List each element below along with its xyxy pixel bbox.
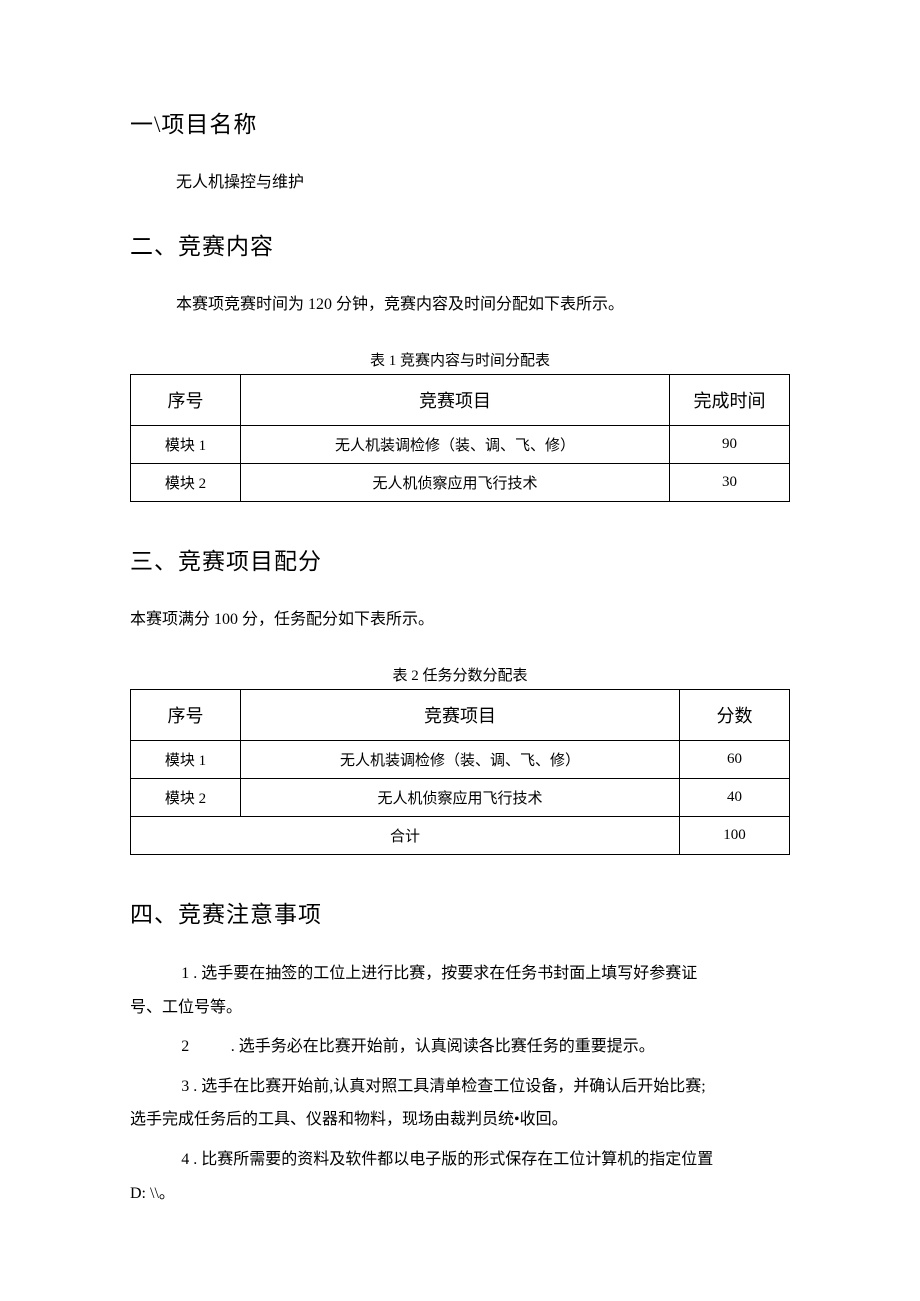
note-4-line-1: 4 . 比赛所需要的资料及软件都以电子版的形式保存在工位计算机的指定位置 [130, 1143, 790, 1177]
note-3-line-1: 3 . 选手在比赛开始前,认真对照工具清单检查工位设备，并确认后开始比赛; [130, 1070, 790, 1104]
note-2-number: 2 [181, 1038, 189, 1055]
table-2-header-row: 序号 竞赛项目 分数 [131, 690, 790, 741]
section-2-body: 本赛项竞赛时间为 120 分钟，竞赛内容及时间分配如下表所示。 [144, 289, 790, 321]
note-2: 2 . 选手务必在比赛开始前，认真阅读各比赛任务的重要提示。 [130, 1030, 790, 1064]
table-1-cell: 模块 1 [131, 426, 241, 464]
table-1-cell: 90 [670, 426, 790, 464]
note-2-body: . 选手务必在比赛开始前，认真阅读各比赛任务的重要提示。 [231, 1038, 655, 1055]
table-2-cell: 60 [680, 741, 790, 779]
table-2-caption: 表 2 任务分数分配表 [130, 664, 790, 685]
table-2-total-label: 合计 [131, 817, 680, 855]
table-1-caption: 表 1 竞赛内容与时间分配表 [130, 349, 790, 370]
note-3-line-2: 选手完成任务后的工具、仪器和物料，现场由裁判员统•收回。 [130, 1103, 790, 1137]
table-2-cell: 模块 2 [131, 779, 241, 817]
notes-block: 1 . 选手要在抽签的工位上进行比赛，按要求在任务书封面上填写好参赛证 号、工位… [130, 957, 790, 1210]
table-1-row: 模块 1 无人机装调检修（装、调、飞、修） 90 [131, 426, 790, 464]
table-2-cell: 40 [680, 779, 790, 817]
table-1-header-row: 序号 竞赛项目 完成时间 [131, 375, 790, 426]
table-2-cell: 无人机侦察应用飞行技术 [241, 779, 680, 817]
note-1-line-2: 号、工位号等。 [130, 991, 790, 1025]
section-3-body: 本赛项满分 100 分，任务配分如下表所示。 [130, 604, 790, 636]
table-2-row: 模块 1 无人机装调检修（装、调、飞、修） 60 [131, 741, 790, 779]
table-1-header-c2: 竞赛项目 [241, 375, 670, 426]
table-1-row: 模块 2 无人机侦察应用飞行技术 30 [131, 464, 790, 502]
section-2-heading: 二、竞赛内容 [130, 227, 790, 261]
table-1-header-c1: 序号 [131, 375, 241, 426]
section-4-heading: 四、竞赛注意事项 [130, 895, 790, 929]
table-2-total-row: 合计 100 [131, 817, 790, 855]
table-1-cell: 无人机装调检修（装、调、飞、修） [241, 426, 670, 464]
table-2-header-c1: 序号 [131, 690, 241, 741]
table-2-header-c3: 分数 [680, 690, 790, 741]
table-1-cell: 模块 2 [131, 464, 241, 502]
section-3-heading: 三、竞赛项目配分 [130, 542, 790, 576]
table-1: 序号 竞赛项目 完成时间 模块 1 无人机装调检修（装、调、飞、修） 90 模块… [130, 374, 790, 502]
table-2: 序号 竞赛项目 分数 模块 1 无人机装调检修（装、调、飞、修） 60 模块 2… [130, 689, 790, 855]
note-4-line-2: D: \\。 [130, 1177, 790, 1211]
section-1-heading: 一\项目名称 [130, 105, 790, 139]
section-1-body: 无人机操控与维护 [144, 167, 790, 199]
table-2-cell: 模块 1 [131, 741, 241, 779]
note-1-line-1: 1 . 选手要在抽签的工位上进行比赛，按要求在任务书封面上填写好参赛证 [130, 957, 790, 991]
table-2-total-value: 100 [680, 817, 790, 855]
table-1-cell: 30 [670, 464, 790, 502]
table-2-row: 模块 2 无人机侦察应用飞行技术 40 [131, 779, 790, 817]
table-1-cell: 无人机侦察应用飞行技术 [241, 464, 670, 502]
table-2-header-c2: 竞赛项目 [241, 690, 680, 741]
table-2-cell: 无人机装调检修（装、调、飞、修） [241, 741, 680, 779]
table-1-header-c3: 完成时间 [670, 375, 790, 426]
